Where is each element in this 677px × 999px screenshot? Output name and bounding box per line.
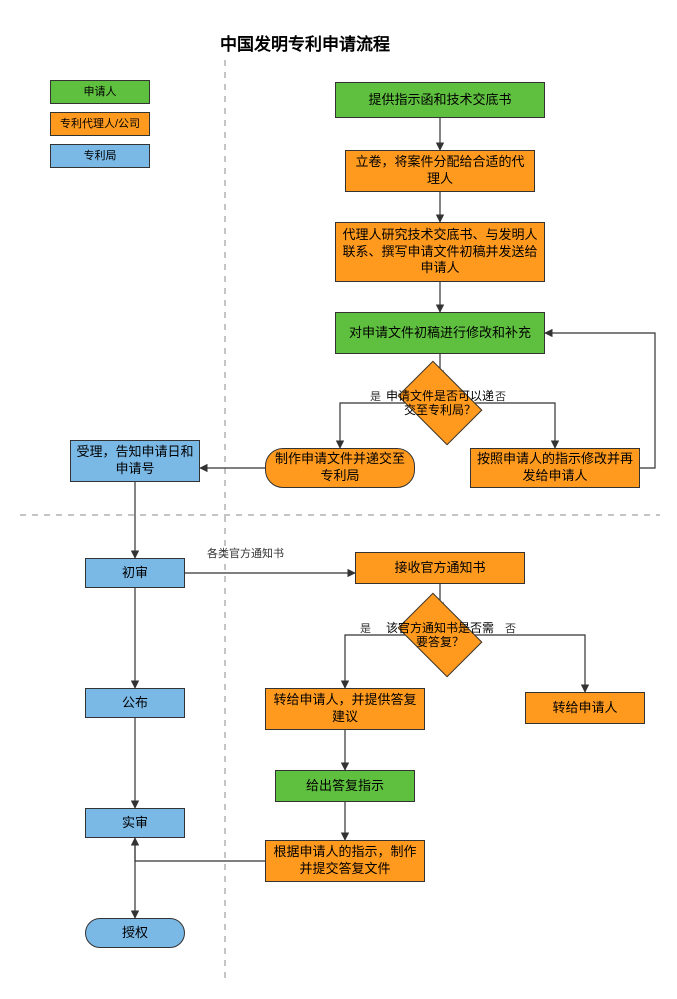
node-n10: 转给申请人，并提供答复建议 [265,688,425,730]
node-d1: 申请文件是否可以递交至专利局？ [405,378,475,428]
node-d1-label: 申请文件是否可以递交至专利局？ [384,378,496,428]
node-n9: 接收官方通知书 [355,552,525,584]
flowchart-canvas: 中国发明专利申请流程 申请人专利代理人/公司专利局 提供指示函和技术交底书立卷，将… [0,0,677,999]
leg-office: 专利局 [50,144,150,168]
chart-title: 中国发明专利申请流程 [220,30,390,55]
node-n15: 根据申请人的指示，制作并提交答复文件 [265,840,425,882]
leg-applicant: 申请人 [50,80,150,104]
node-d2-label: 该官方通知书是否需要答复？ [384,610,496,660]
edge-label: 是 [370,388,381,404]
node-n4: 对申请文件初稿进行修改和补充 [335,312,545,354]
node-n2: 立卷，将案件分配给合适的代理人 [345,150,535,192]
node-d2: 该官方通知书是否需要答复？ [405,610,475,660]
node-n5: 制作申请文件并递交至专利局 [265,448,415,488]
leg-agent: 专利代理人/公司 [50,112,150,136]
node-n6: 按照申请人的指示修改并再发给申请人 [470,448,640,488]
edge-label: 各类官方通知书 [207,545,284,561]
node-n14: 实审 [85,808,185,838]
node-n3: 代理人研究技术交底书、与发明人联系、撰写申请文件初稿并发送给申请人 [335,222,545,282]
edge-label: 是 [360,620,371,636]
node-n8: 初审 [85,558,185,588]
node-n1: 提供指示函和技术交底书 [335,82,545,118]
node-n11: 转给申请人 [525,692,645,724]
node-n12: 公布 [85,688,185,718]
node-n16: 授权 [85,918,185,948]
edge-label: 否 [505,620,516,636]
node-n7: 受理，告知申请日和申请号 [70,440,200,482]
edge-label: 否 [495,388,506,404]
node-n13: 给出答复指示 [275,770,415,802]
